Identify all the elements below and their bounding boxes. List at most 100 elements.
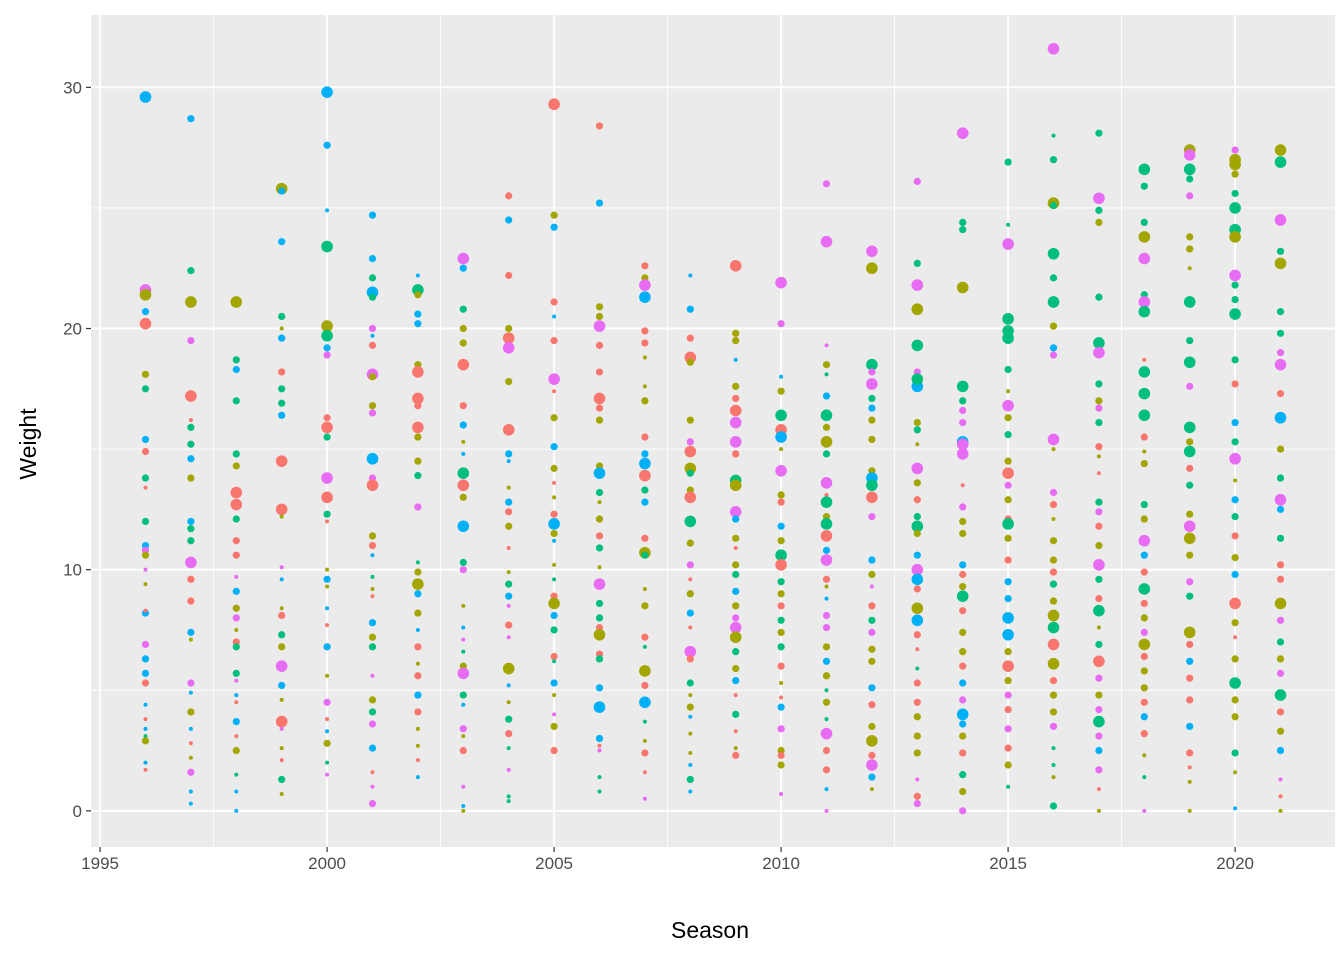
data-point (597, 789, 602, 794)
data-point (1051, 133, 1056, 138)
data-point (461, 439, 466, 444)
data-point (866, 759, 878, 771)
data-point (777, 578, 785, 586)
data-point (595, 122, 604, 130)
data-point (688, 625, 693, 630)
data-point (822, 766, 831, 774)
data-point (141, 308, 150, 316)
data-point (1183, 520, 1196, 533)
data-point (1047, 433, 1060, 446)
data-point (729, 416, 742, 429)
data-point (368, 619, 377, 627)
data-point (323, 698, 331, 706)
data-point (915, 666, 920, 671)
data-point (732, 602, 740, 610)
data-point (461, 451, 466, 456)
data-point (1095, 418, 1103, 427)
data-point (502, 342, 515, 354)
data-point (595, 544, 604, 552)
data-point (824, 688, 829, 693)
data-point (1093, 346, 1105, 359)
data-point (1095, 522, 1103, 530)
data-point (1229, 597, 1241, 610)
data-point (777, 662, 785, 670)
data-point (822, 180, 831, 188)
data-point (548, 597, 560, 610)
data-point (279, 514, 284, 519)
data-point (550, 443, 558, 451)
data-point (641, 450, 649, 458)
data-point (639, 696, 651, 709)
data-point (959, 696, 967, 704)
data-point (639, 665, 651, 677)
data-point (550, 414, 558, 422)
data-point (368, 708, 377, 716)
data-point (234, 734, 239, 739)
data-point (1138, 534, 1151, 547)
data-point (779, 447, 784, 452)
data-point (459, 339, 467, 347)
data-point (641, 681, 649, 690)
data-point (1186, 336, 1194, 345)
data-point (824, 808, 829, 813)
data-point (1095, 746, 1103, 755)
data-point (732, 614, 740, 622)
data-point (1093, 337, 1105, 349)
data-point (506, 570, 511, 575)
data-point (959, 406, 967, 415)
data-point (868, 570, 876, 579)
data-point (779, 681, 784, 686)
data-point (414, 402, 422, 410)
data-point (686, 305, 694, 313)
data-point (1051, 746, 1056, 751)
data-point (822, 361, 831, 369)
data-point (1231, 749, 1239, 757)
data-point (1231, 295, 1239, 304)
data-point (1095, 595, 1103, 603)
data-point (868, 404, 876, 412)
data-point (1138, 409, 1151, 422)
data-point (1093, 715, 1105, 728)
data-point (414, 672, 422, 680)
data-point (777, 703, 785, 711)
data-point (321, 421, 333, 434)
data-point (1004, 556, 1012, 564)
data-point (506, 459, 511, 464)
data-point (1051, 447, 1056, 452)
data-point (1004, 691, 1012, 699)
data-point (913, 513, 921, 521)
data-points (139, 42, 1287, 815)
data-point (913, 479, 921, 487)
data-point (1140, 500, 1148, 509)
data-point (1231, 570, 1239, 579)
data-point (1140, 433, 1148, 441)
data-point (1186, 578, 1194, 586)
data-point (1049, 156, 1058, 164)
data-point (505, 522, 513, 530)
data-point (321, 491, 333, 504)
data-point (1186, 192, 1194, 200)
data-point (414, 310, 422, 318)
data-point (1095, 129, 1103, 137)
data-point (597, 775, 602, 780)
data-point (1142, 449, 1147, 454)
data-point (1278, 794, 1283, 799)
data-point (414, 503, 422, 511)
y-axis: 0 10 20 30 (63, 78, 91, 821)
data-point (323, 351, 331, 359)
data-point (550, 626, 558, 634)
data-point (1138, 583, 1151, 595)
data-point (956, 708, 969, 721)
data-point (234, 789, 239, 794)
data-point (366, 452, 379, 465)
data-point (187, 628, 195, 636)
data-point (729, 479, 742, 492)
data-point (956, 380, 969, 393)
data-point (368, 402, 377, 410)
data-point (597, 748, 602, 753)
data-point (866, 358, 878, 371)
data-point (775, 549, 787, 561)
data-point (1183, 356, 1196, 369)
data-point (141, 655, 150, 663)
data-point (593, 392, 606, 405)
